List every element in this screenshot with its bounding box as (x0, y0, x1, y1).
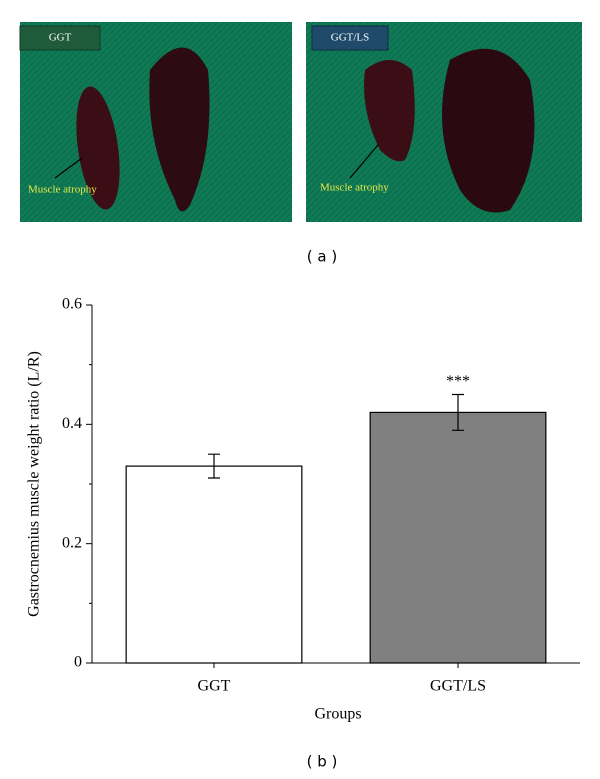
caption: ( b ) (307, 753, 338, 771)
y-tick-label: 0 (74, 654, 82, 671)
error-bar (452, 393, 464, 431)
photo-label: GGT (49, 32, 72, 44)
y-tick-label: 0.6 (62, 296, 82, 313)
photo-note: Muscle atrophy (320, 182, 389, 194)
error-bar (208, 453, 220, 479)
x-tick-label: GGT (198, 678, 231, 695)
annotation: *** (446, 373, 470, 390)
bar (125, 465, 303, 664)
photo-note: Muscle atrophy (28, 184, 97, 196)
bar (369, 411, 547, 664)
photo-left: GGT Muscle atrophy (19, 22, 292, 222)
y-tick-label: 0.2 (62, 534, 82, 551)
x-axis-label: Groups (314, 706, 361, 723)
y-axis-label: Gastrocnemius muscle weight ratio (L/R) (26, 351, 43, 617)
photo-label: GGT/LS (331, 32, 370, 44)
x-tick-label: GGT/LS (430, 678, 486, 695)
photo-right: GGT/LS Muscle atrophy (306, 22, 582, 222)
y-tick-label: 0.4 (62, 415, 82, 432)
caption: ( a ) (307, 248, 337, 266)
